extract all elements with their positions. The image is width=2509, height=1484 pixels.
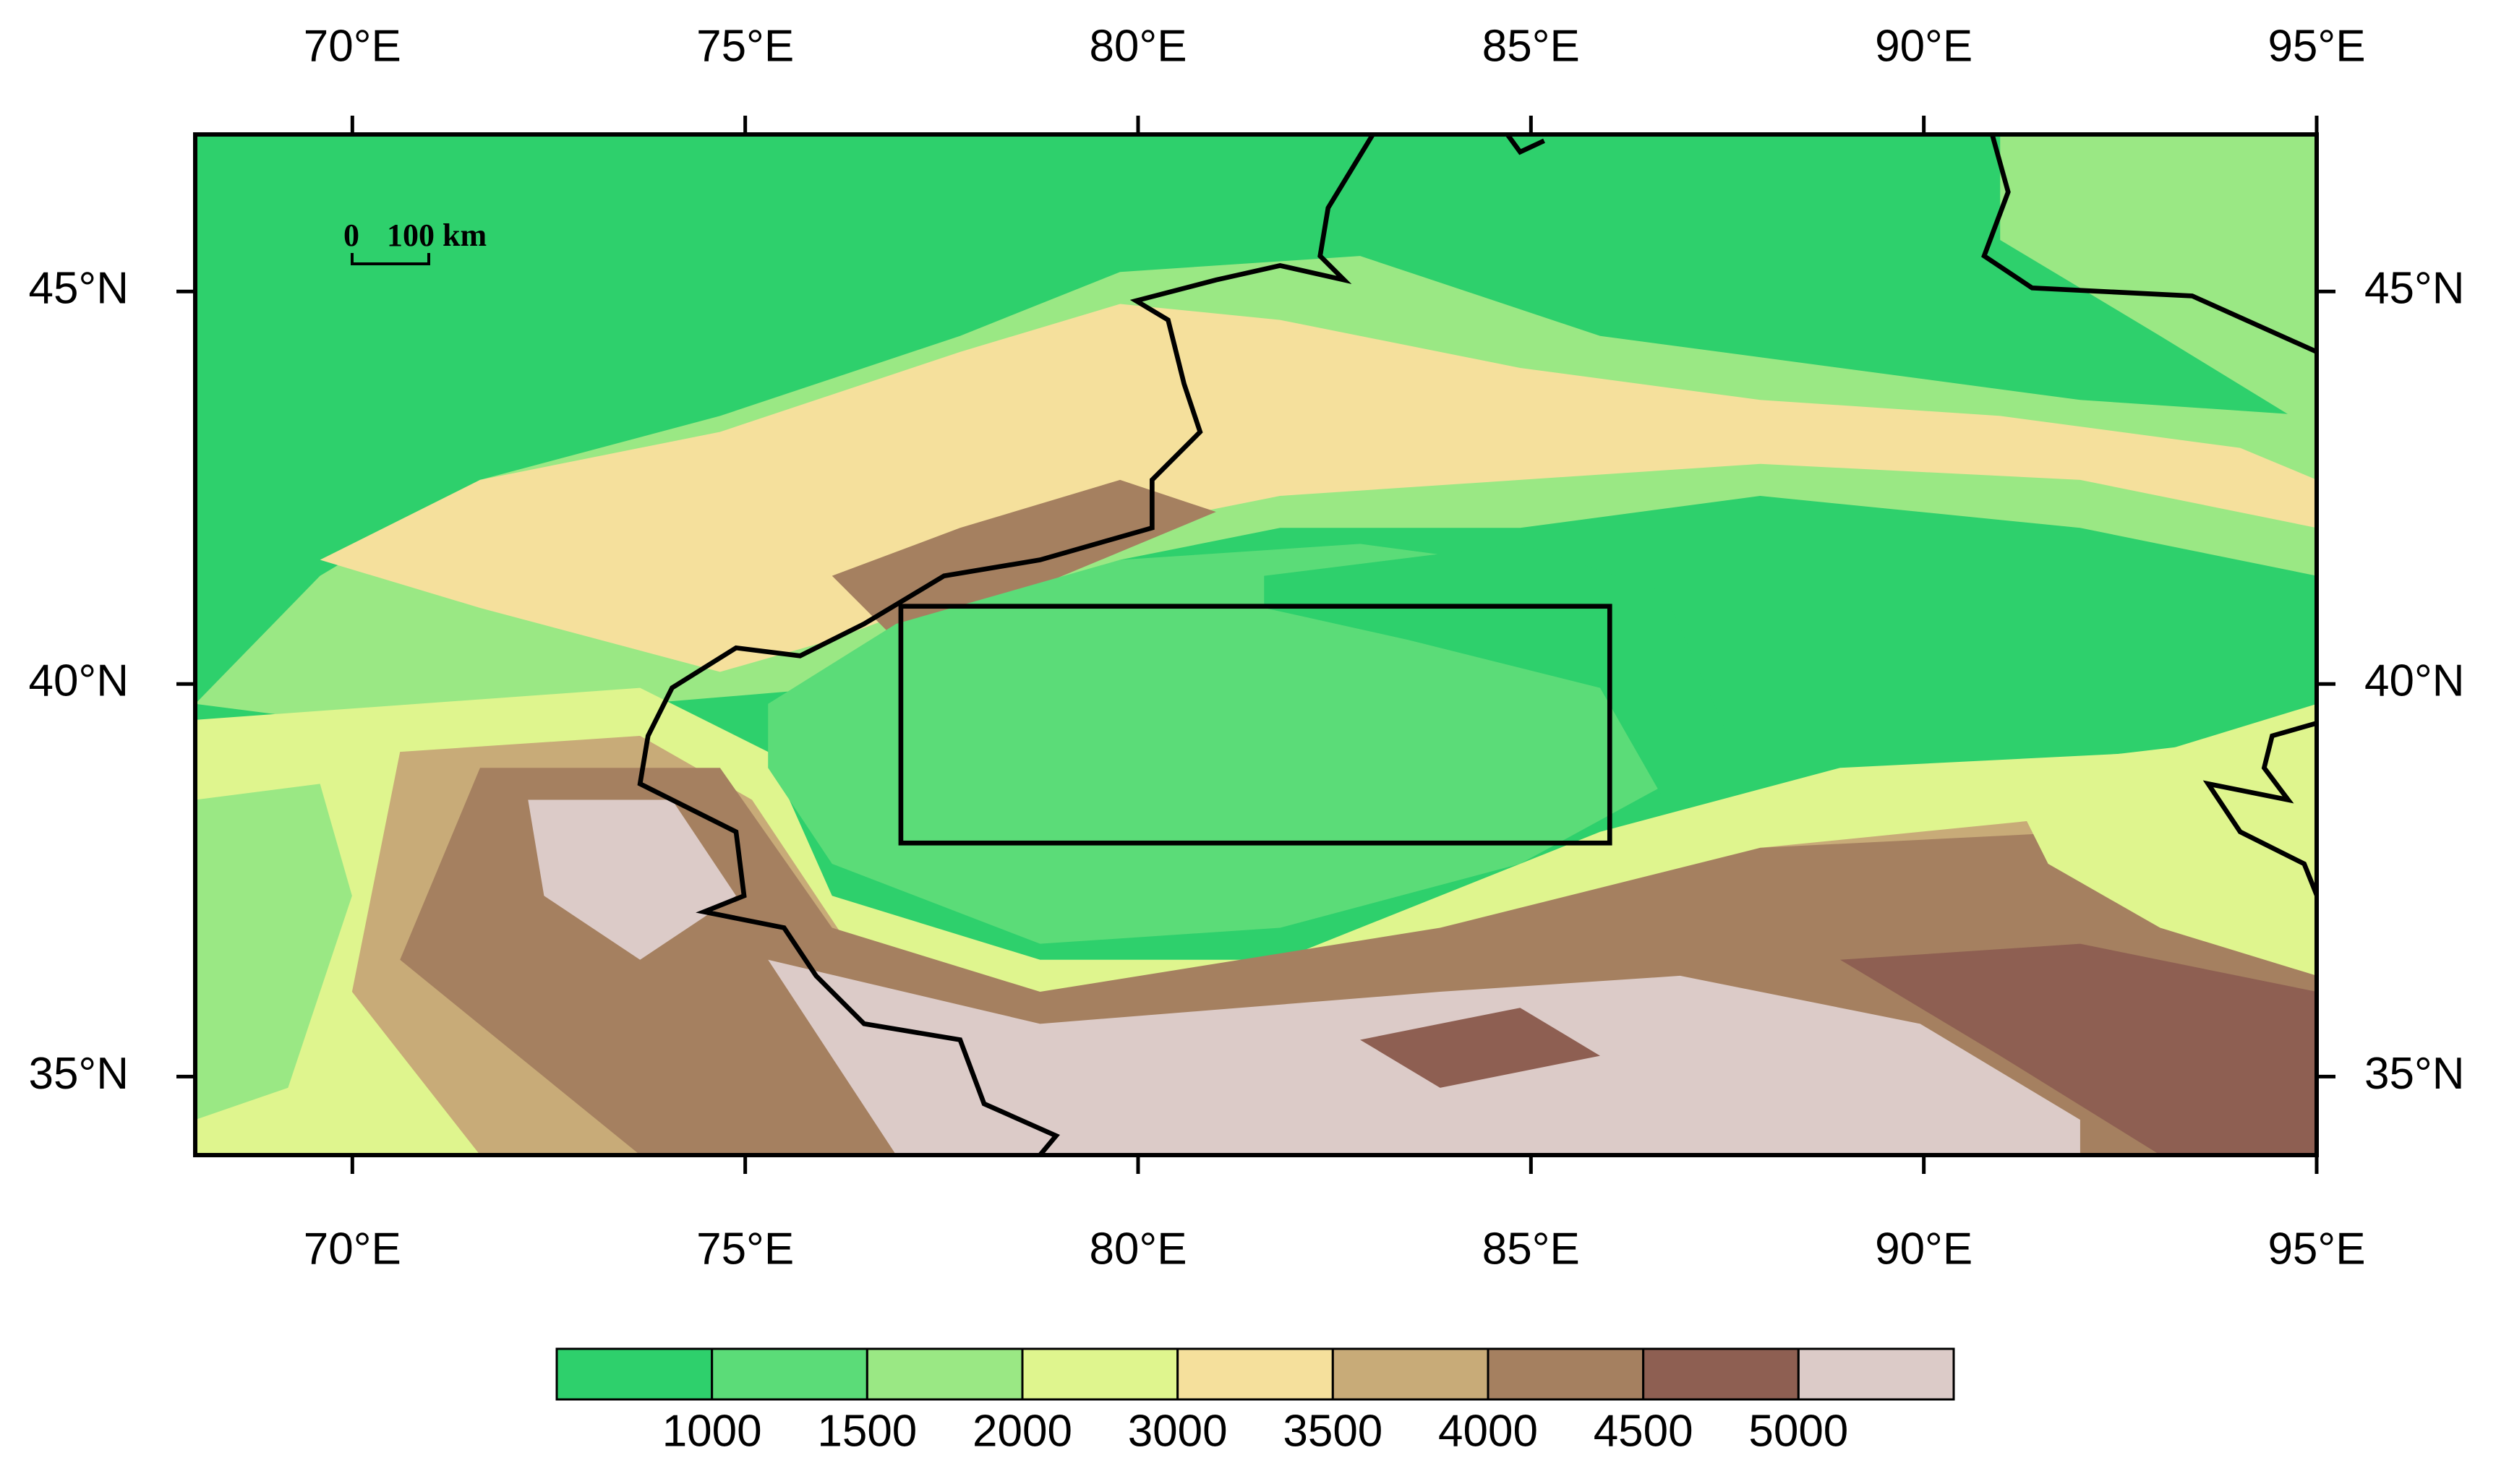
border-line (2202, 721, 2317, 897)
x-tick-label: 75°E (696, 1224, 794, 1274)
colorbar-label: 3000 (1128, 1406, 1228, 1456)
x-tick-label: 75°E (696, 21, 794, 71)
study-region-box (898, 604, 1612, 846)
border-line (637, 134, 1375, 1155)
scale-bar-label: 100 km (387, 218, 487, 253)
colorbar-box (865, 1347, 1024, 1401)
terrain-area (2000, 134, 2317, 432)
y-tick-label: 45°N (28, 264, 129, 314)
colorbar-label: 1000 (662, 1406, 762, 1456)
x-tick-label: 70°E (304, 1224, 401, 1274)
terrain-area (1839, 943, 2317, 1155)
x-tick-label: 90°E (1875, 1224, 1972, 1274)
y-tick-label: 40°N (28, 656, 129, 706)
terrain-area (832, 479, 1216, 640)
x-tick-label: 95°E (2267, 21, 2365, 71)
x-tick-label: 80°E (1089, 1224, 1187, 1274)
colorbar-box (1797, 1347, 1955, 1401)
colorbar-box (1331, 1347, 1489, 1401)
border-line (1505, 134, 1545, 155)
colorbar-box (1021, 1347, 1179, 1401)
colorbar-label: 2000 (973, 1406, 1072, 1456)
colorbar-label: 1500 (817, 1406, 917, 1456)
colorbar-label: 4000 (1438, 1406, 1538, 1456)
terrain-area (528, 799, 736, 960)
colorbar-box (555, 1347, 714, 1401)
colorbar-box (1642, 1347, 1800, 1401)
y-tick-label: 35°N (28, 1049, 129, 1099)
x-tick-label: 85°E (1482, 1224, 1580, 1274)
x-tick-label: 80°E (1089, 21, 1187, 71)
map-frame (193, 132, 2319, 1157)
terrain-area (2000, 735, 2317, 976)
x-tick-label: 95°E (2267, 1224, 2365, 1274)
y-tick-label: 45°N (2364, 264, 2465, 314)
colorbar-label: 4500 (1594, 1406, 1693, 1456)
y-tick-label: 40°N (2364, 656, 2465, 706)
terrain-area (195, 784, 352, 1120)
x-tick-label: 90°E (1875, 21, 1972, 71)
borders (637, 134, 2317, 1155)
terrain-area (320, 304, 2317, 672)
colorbar-box (1176, 1347, 1334, 1401)
x-tick-label: 85°E (1482, 21, 1580, 71)
terrain (195, 134, 2317, 1155)
scale-bar-label: 0 (343, 218, 359, 253)
colorbar-box (711, 1347, 868, 1401)
colorbar-box (1487, 1347, 1645, 1401)
y-tick-label: 35°N (2364, 1049, 2465, 1099)
colorbar-label: 5000 (1748, 1406, 1848, 1456)
border-line (1981, 134, 2317, 354)
x-tick-label: 70°E (304, 21, 401, 71)
colorbar-label: 3500 (1283, 1406, 1382, 1456)
